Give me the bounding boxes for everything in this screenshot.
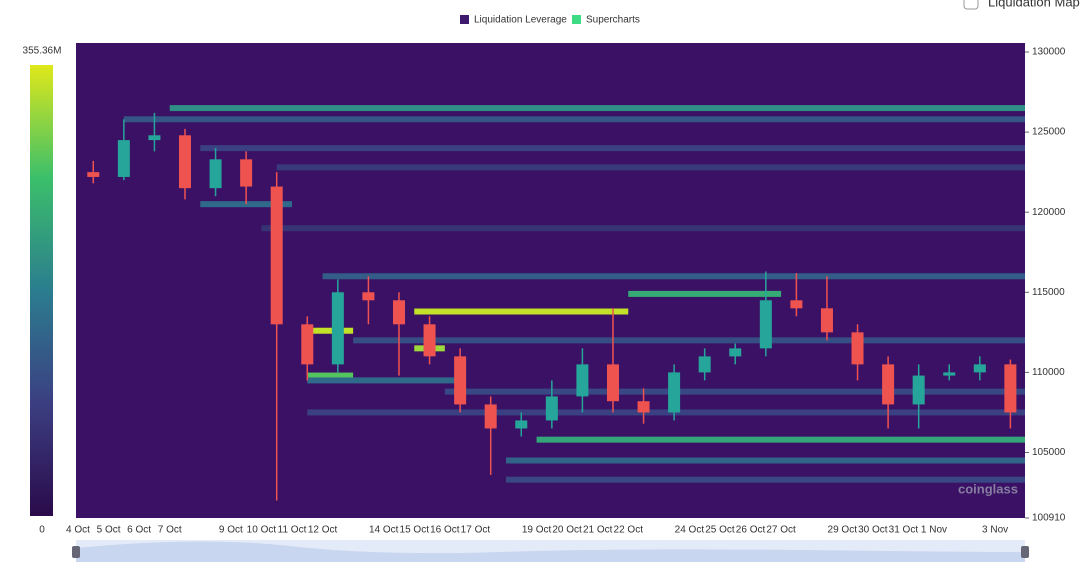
candle-body	[820, 308, 833, 333]
y-tick-label: 105000	[1032, 447, 1066, 458]
x-tick-label: 10 Oct	[247, 525, 277, 536]
y-tick-label: 110000	[1032, 367, 1065, 378]
candle-body	[943, 372, 956, 376]
candle-body	[454, 356, 467, 405]
x-tick-label: 7 Oct	[158, 525, 182, 536]
heatmap-background	[76, 43, 1025, 518]
candle-body	[423, 324, 436, 357]
navigator-area	[76, 541, 1025, 562]
x-tick-label: 3 Nov	[982, 525, 1008, 536]
candle-body	[392, 300, 405, 325]
liquidation-band	[276, 164, 1026, 171]
candle-body	[117, 140, 130, 177]
y-tick-label: 125000	[1032, 127, 1066, 138]
liquidation-band	[444, 388, 1026, 395]
watermark: coinglass	[958, 481, 1018, 496]
candle-body	[790, 300, 803, 309]
checkbox[interactable]	[963, 0, 979, 10]
navigator-handle[interactable]	[1021, 546, 1029, 558]
candle-body	[240, 159, 253, 187]
y-tick-label: 120000	[1032, 207, 1066, 218]
colorbar-label: 355.36M	[23, 46, 62, 57]
x-tick-label: 6 Oct	[127, 525, 151, 536]
liquidation-band	[261, 225, 1025, 232]
liquidation-band	[414, 308, 629, 315]
candle-body	[729, 348, 742, 357]
x-tick-label: 29 Oct	[828, 525, 858, 536]
x-tick-label: 27 Oct	[766, 525, 796, 536]
x-tick-label: 26 Oct	[736, 525, 766, 536]
candle-body	[148, 135, 161, 141]
candle-body	[301, 324, 314, 365]
x-tick-label: 16 Oct	[430, 525, 460, 536]
x-tick-label: 1 Nov	[921, 525, 947, 536]
x-tick-label: 14 Oct	[369, 525, 399, 536]
candle-body	[637, 401, 650, 413]
legend-label[interactable]: Supercharts	[586, 15, 640, 26]
candle-body	[1004, 364, 1017, 413]
x-tick-label: 12 Oct	[308, 525, 338, 536]
candle-body	[606, 364, 619, 402]
liquidation-band	[505, 457, 1026, 464]
liquidation-band	[322, 273, 1025, 280]
liquidation-band	[123, 116, 1026, 123]
candle-body	[698, 356, 711, 373]
liquidation-band	[169, 105, 1025, 112]
candle-body	[545, 396, 558, 421]
x-tick-label: 9 Oct	[219, 525, 243, 536]
legend-swatch	[460, 15, 469, 24]
x-tick-label: 24 Oct	[675, 525, 705, 536]
colorbar	[30, 65, 53, 516]
x-tick-label: 31 Oct	[889, 525, 919, 536]
legend-label[interactable]: Liquidation Leverage	[474, 15, 567, 26]
candle-body	[270, 186, 283, 325]
candle-body	[912, 375, 925, 405]
liquidation-band	[307, 377, 461, 384]
y-tick-label: 115000	[1032, 287, 1065, 298]
y-tick-label: 100910	[1032, 513, 1066, 524]
x-tick-label: 5 Oct	[97, 525, 121, 536]
candle-body	[87, 172, 100, 177]
candle-body	[209, 159, 222, 189]
x-tick-label: 15 Oct	[400, 525, 430, 536]
candle-body	[484, 404, 497, 429]
liquidation-band	[307, 327, 354, 334]
legend-swatch	[572, 15, 581, 24]
candle-body	[882, 364, 895, 405]
x-tick-label: 30 Oct	[858, 525, 888, 536]
candle-body	[851, 332, 864, 365]
x-tick-label: 25 Oct	[705, 525, 735, 536]
liquidation-band	[536, 436, 1025, 443]
x-tick-label: 20 Oct	[552, 525, 582, 536]
candle-body	[515, 420, 528, 429]
candle-body	[759, 300, 772, 349]
x-tick-label: 21 Oct	[583, 525, 613, 536]
liquidation-band	[505, 476, 1026, 483]
colorbar-label: 0	[39, 525, 45, 536]
candle-body	[668, 372, 681, 413]
liquidation-band	[307, 409, 1025, 416]
candle-body	[576, 364, 589, 397]
toggle-label[interactable]: Liquidation Map	[988, 0, 1080, 9]
liquidation-band	[628, 290, 782, 297]
candle-body	[362, 292, 375, 301]
liquidation-band	[307, 372, 354, 379]
candle-body	[973, 364, 986, 373]
candle-body	[178, 135, 191, 189]
x-tick-label: 19 Oct	[522, 525, 552, 536]
x-tick-label: 22 Oct	[614, 525, 644, 536]
navigator-handle[interactable]	[72, 546, 80, 558]
candle-body	[331, 292, 344, 365]
liquidation-band	[200, 145, 1025, 152]
y-tick-label: 130000	[1032, 47, 1066, 58]
x-tick-label: 17 Oct	[461, 525, 491, 536]
x-tick-label: 4 Oct	[66, 525, 90, 536]
liquidation-band	[353, 337, 1025, 344]
x-tick-label: 11 Oct	[278, 525, 307, 536]
